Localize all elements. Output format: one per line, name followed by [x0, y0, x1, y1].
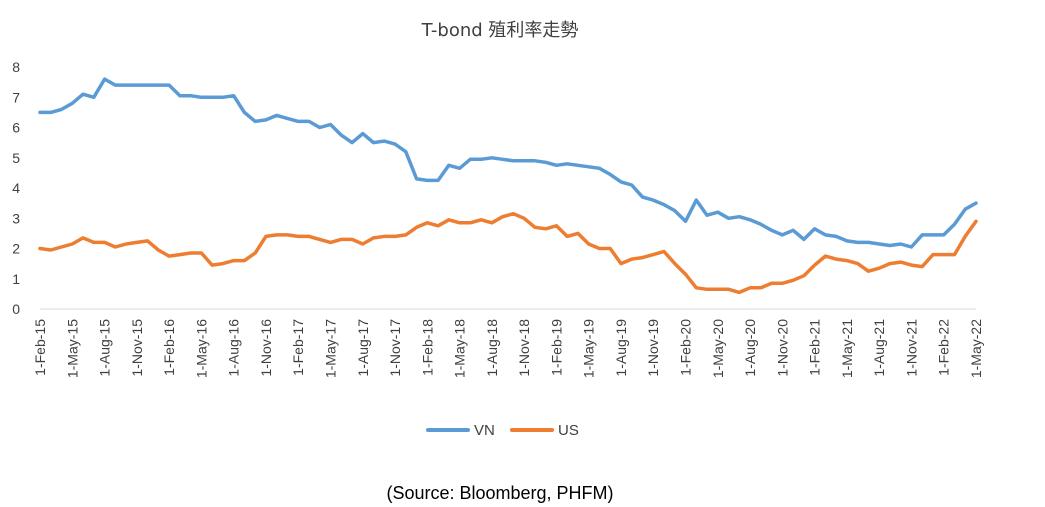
legend-item-us: US: [510, 422, 579, 439]
x-tick-label: 1-Feb-18: [419, 319, 435, 376]
x-tick-label: 1-May-21: [839, 319, 855, 378]
y-tick-label: 8: [12, 59, 20, 75]
legend-item-vn: VN: [426, 422, 495, 439]
x-tick-label: 1-Feb-19: [548, 319, 564, 376]
legend-label: VN: [474, 422, 495, 439]
y-tick-label: 1: [12, 271, 20, 287]
y-tick-label: 6: [12, 120, 20, 136]
x-tick-label: 1-May-15: [64, 319, 80, 378]
x-tick-label: 1-May-20: [710, 319, 726, 378]
series-line-us: [38, 211, 978, 295]
y-tick-label: 7: [12, 89, 20, 105]
x-tick-label: 1-Nov-19: [645, 319, 661, 377]
y-tick-label: 3: [12, 210, 20, 226]
x-tick-label: 1-Nov-18: [516, 319, 532, 377]
x-tick-label: 1-Nov-20: [774, 319, 790, 377]
source-note: (Source: Bloomberg, PHFM): [386, 483, 613, 503]
series-line-vn: [38, 77, 978, 249]
x-tick-label: 1-Nov-15: [129, 319, 145, 377]
x-tick-label: 1-Nov-17: [387, 319, 403, 377]
chart-title: T-bond 殖利率走勢: [421, 19, 579, 41]
x-tick-label: 1-May-16: [193, 319, 209, 378]
legend-label: US: [558, 422, 579, 439]
x-tick-label: 1-Aug-19: [613, 319, 629, 377]
x-tick-label: 1-Feb-16: [161, 319, 177, 376]
x-tick-label: 1-Aug-21: [871, 319, 887, 377]
series-layer: [38, 77, 978, 295]
y-tick-label: 2: [12, 241, 20, 257]
x-tick-label: 1-Aug-18: [484, 319, 500, 377]
x-tick-label: 1-Feb-17: [290, 319, 306, 376]
x-tick-label: 1-May-22: [968, 319, 984, 378]
y-tick-label: 5: [12, 150, 20, 166]
y-axis: 0 1 2 3 4 5 6 7 8: [12, 59, 20, 317]
legend: VN US: [426, 422, 579, 439]
y-tick-label: 4: [12, 180, 20, 196]
x-tick-label: 1-Feb-15: [32, 319, 48, 376]
x-tick-label: 1-May-19: [581, 319, 597, 378]
x-tick-label: 1-Aug-15: [97, 319, 113, 377]
x-tick-label: 1-Aug-20: [742, 319, 758, 377]
y-tick-label: 0: [12, 301, 20, 317]
x-tick-label: 1-Nov-16: [258, 319, 274, 377]
x-tick-label: 1-Nov-21: [903, 319, 919, 377]
x-tick-label: 1-Feb-20: [678, 319, 694, 376]
x-tick-label: 1-Aug-16: [226, 319, 242, 377]
x-axis: 1-Feb-15 1-May-15 1-Aug-15 1-Nov-15 1-Feb-16…: [32, 308, 984, 378]
x-tick-label: 1-May-18: [452, 319, 468, 378]
x-tick-label: 1-Feb-22: [936, 319, 952, 376]
x-tick-label: 1-May-17: [322, 319, 338, 378]
x-tick-label: 1-Feb-21: [807, 319, 823, 376]
x-tick-label: 1-Aug-17: [355, 319, 371, 377]
